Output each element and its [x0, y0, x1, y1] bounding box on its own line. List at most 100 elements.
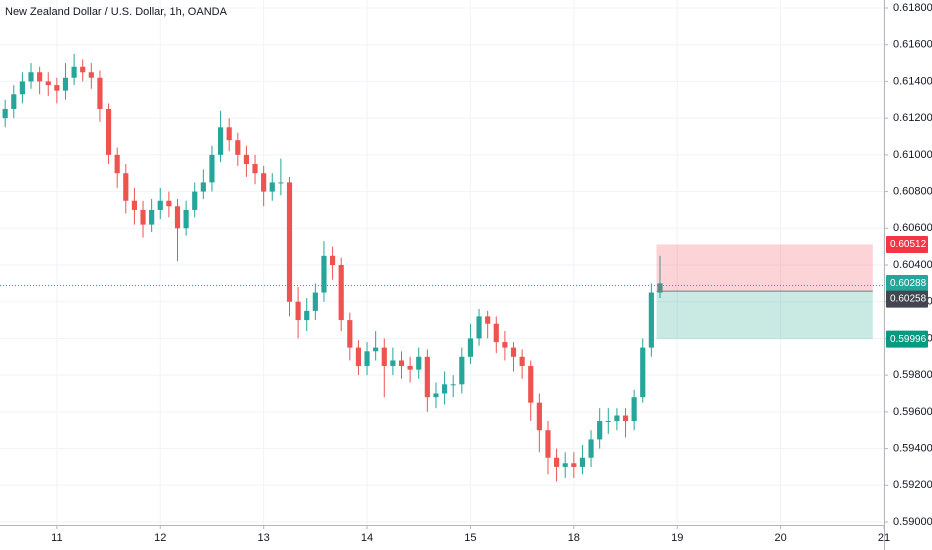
y-tick-label: 0.60400: [893, 259, 932, 271]
candle-body: [424, 356, 430, 398]
entry-label-box: [886, 290, 928, 308]
current-price-label: 0.60288: [890, 278, 927, 289]
candle-body: [528, 365, 534, 403]
y-tick-label: 0.59000: [893, 516, 932, 528]
x-tick-label: 11: [51, 532, 62, 544]
candle-body: [174, 206, 181, 229]
y-tick-label: 0.59400: [893, 442, 932, 454]
candle-body: [304, 310, 310, 321]
candle-body: [545, 430, 551, 458]
y-tick-label: 0.60600: [893, 222, 932, 234]
candle-body: [605, 421, 611, 423]
candle-body: [11, 94, 17, 109]
candle-body: [648, 292, 654, 348]
candle-body: [183, 209, 189, 229]
candle-body: [510, 347, 517, 357]
x-tick-label: 13: [258, 532, 270, 544]
candle-body: [88, 72, 94, 78]
x-tick-label: 18: [568, 532, 580, 544]
candle-body: [450, 384, 456, 386]
axes: 0.590000.592000.594000.596000.598000.600…: [51, 2, 932, 544]
chart-title: New Zealand Dollar / U.S. Dollar, 1h, OA…: [5, 6, 228, 18]
candle-body: [269, 182, 275, 192]
candle-body: [433, 393, 439, 398]
candle-body: [338, 265, 344, 321]
candle-body: [373, 347, 379, 352]
candle-body: [149, 209, 155, 225]
candle-body: [631, 397, 637, 422]
x-tick-label: 14: [361, 532, 373, 544]
candle-body: [657, 283, 663, 293]
candle-body: [442, 384, 448, 394]
y-tick-label: 0.61000: [893, 149, 932, 161]
grid: [0, 0, 885, 525]
candle-body: [519, 356, 525, 366]
candle-body: [243, 154, 250, 165]
candle-body: [467, 338, 474, 357]
candle-body: [329, 255, 336, 265]
candle-body: [261, 173, 267, 192]
candle-body: [536, 402, 542, 431]
current-price-label-box: [886, 275, 928, 293]
target-zone: [656, 291, 873, 340]
candle-body: [614, 415, 620, 422]
y-tick-label: 0.59800: [893, 369, 932, 381]
candle-body: [398, 360, 405, 366]
candle-body: [640, 347, 646, 398]
candle-body: [28, 72, 34, 82]
candle-body: [321, 255, 327, 293]
candle-body: [295, 301, 301, 321]
candle-body: [347, 320, 353, 348]
candle-body: [416, 356, 422, 370]
candle-body: [80, 66, 86, 73]
candle-body: [114, 154, 120, 174]
y-tick-label: 0.59200: [893, 479, 932, 491]
candle-body: [157, 200, 163, 210]
x-tick-label: 21: [878, 532, 890, 544]
candle-body: [226, 127, 232, 141]
x-tick-label: 19: [671, 532, 683, 544]
candle-body: [123, 173, 129, 201]
candle-body: [579, 457, 586, 467]
candle-body: [45, 81, 51, 86]
target-label: 0.59996: [890, 334, 927, 345]
y-tick-label: 0.61200: [893, 112, 932, 124]
candle-body: [71, 66, 77, 78]
x-tick-label: 12: [154, 532, 166, 544]
candle-body: [192, 191, 198, 210]
stop-label-box: [886, 235, 928, 253]
candle-body: [2, 108, 8, 119]
candle-body: [166, 200, 172, 207]
y-tick-label: 0.61400: [893, 75, 932, 87]
candle-body: [571, 463, 577, 467]
candle-body: [217, 127, 224, 155]
candle-body: [105, 108, 112, 155]
candle-body: [502, 342, 508, 348]
target-label-box: [886, 330, 928, 348]
candle-body: [131, 200, 137, 210]
stop-zone: [656, 244, 873, 292]
candle-body: [235, 140, 241, 155]
candle-body: [562, 463, 568, 467]
x-tick-label: 20: [774, 532, 786, 544]
candle-body: [485, 316, 491, 324]
y-tick-label: 0.61800: [893, 2, 932, 14]
candle-body: [200, 182, 206, 192]
candle-body: [493, 323, 499, 343]
candle-body: [355, 347, 362, 366]
x-tick-label: 15: [464, 532, 476, 544]
candle-body: [588, 439, 594, 458]
candle-body: [37, 72, 43, 82]
candle-body: [252, 164, 258, 174]
candle-body: [97, 77, 103, 109]
candle-body: [286, 182, 293, 302]
candle-body: [312, 292, 318, 311]
candle-body: [390, 360, 396, 366]
y-tick-label: 0.61600: [893, 39, 932, 51]
candle-body: [597, 421, 603, 440]
entry-label: 0.60258: [890, 294, 927, 305]
candle-body: [381, 347, 387, 366]
y-tick-label: 0.59600: [893, 406, 932, 418]
